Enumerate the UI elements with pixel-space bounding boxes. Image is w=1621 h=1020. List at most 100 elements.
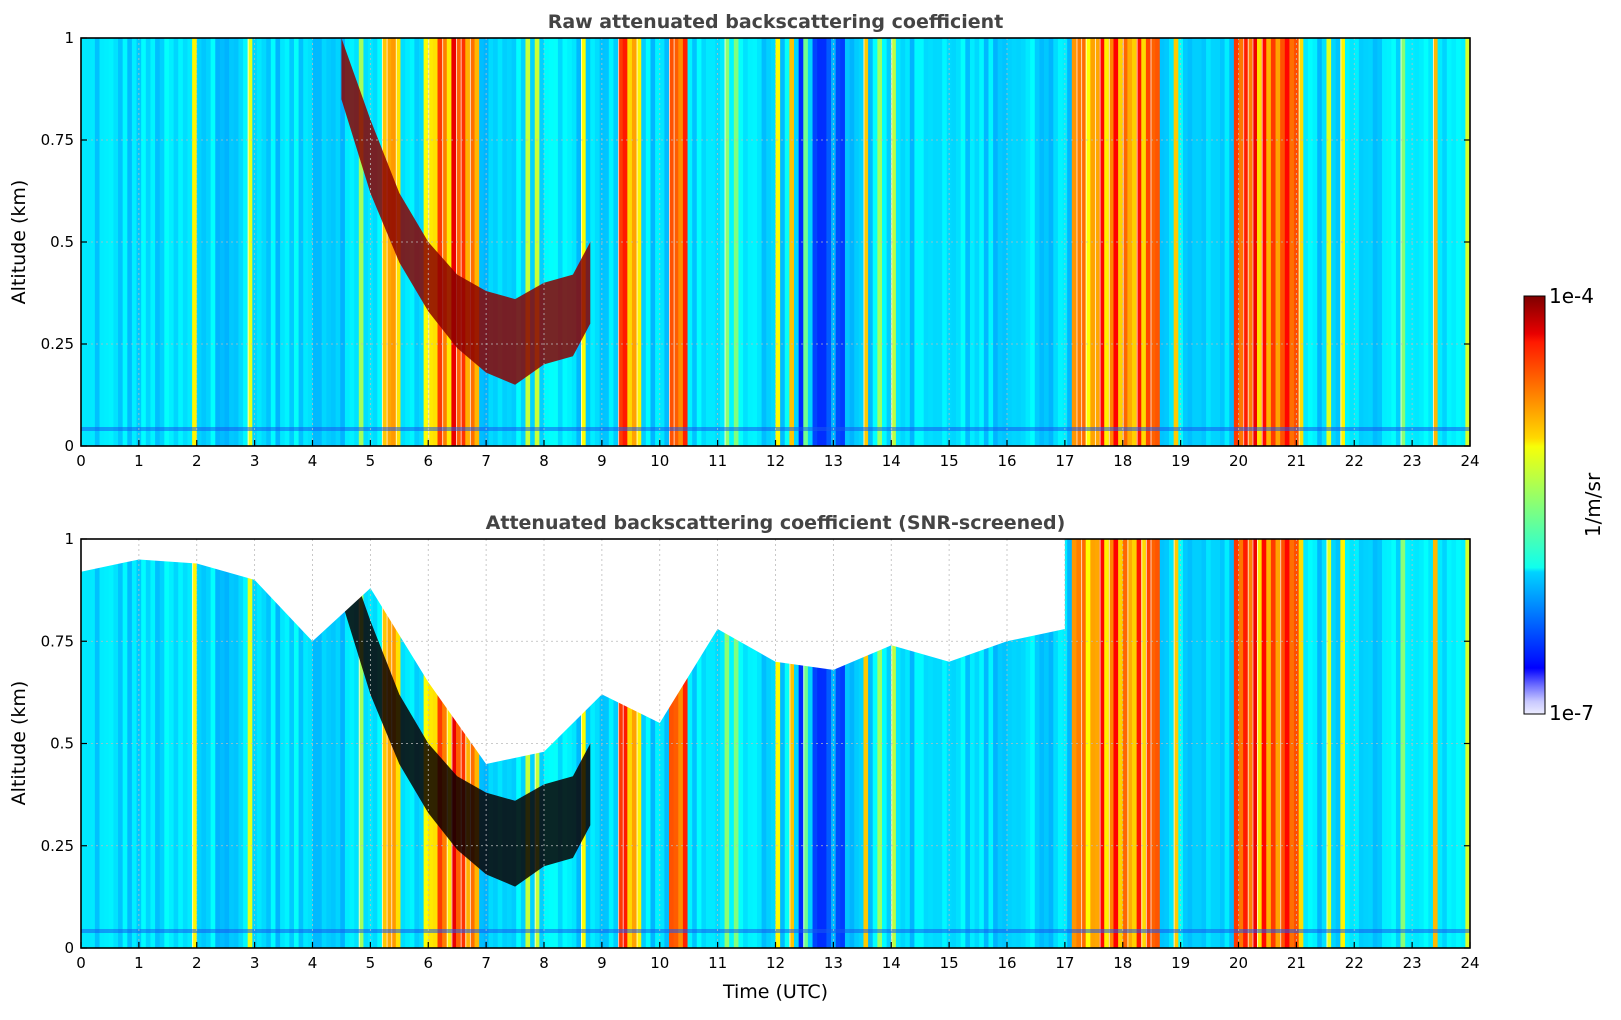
colorbar-min-label: 1e-7 [1549,701,1594,725]
panel-screened-y-axis-label: Altitude (km) [8,681,30,806]
heatmap-column [1386,539,1392,948]
heatmap-column [645,38,652,446]
heatmap-column [562,539,568,948]
heatmap-column [1016,539,1022,948]
heatmap-column [372,539,378,948]
heatmap-column [881,539,888,948]
heatmap-column [326,38,332,446]
heatmap-gap [247,38,249,446]
heatmap-column [766,539,772,948]
heatmap-column [178,38,184,446]
heatmap-column [1247,38,1253,446]
heatmap-column [1428,38,1434,446]
heatmap-column [275,539,281,948]
heatmap-column [803,38,809,446]
heatmap-column [826,38,832,446]
heatmap-column [807,539,814,948]
heatmap-gap [1247,38,1249,446]
heatmap-column [622,539,628,948]
heatmap-column [1057,38,1064,446]
heatmap-column [1428,539,1434,948]
heatmap-column [1187,38,1193,446]
heatmap-column [266,539,272,948]
cloud-layer [341,38,591,385]
x-tick-label: 15 [940,954,959,972]
heatmap-column [678,38,684,446]
heatmap-column [136,38,142,446]
x-tick-label: 2 [192,954,202,972]
heatmap-column [692,38,698,446]
heatmap-column [1331,38,1337,446]
heatmap-column [1081,38,1087,446]
heatmap-column [256,539,263,948]
heatmap-column [1442,38,1448,446]
colorbar-gradient [1523,295,1546,715]
heatmap-column [831,539,837,948]
y-tick-label: 0 [64,939,74,957]
heatmap-column [145,539,152,948]
heatmap-column [1141,38,1147,446]
x-tick-label: 18 [1113,452,1132,470]
heatmap-column [432,38,439,446]
heatmap-column [636,38,642,446]
heatmap-column [1307,539,1314,948]
heatmap-column [618,539,624,948]
x-tick-label: 6 [423,954,433,972]
heatmap-column [747,38,753,446]
heatmap-column [127,539,133,948]
heatmap-column [192,539,198,948]
heatmap-column [1456,539,1462,948]
heatmap-column [553,38,559,446]
heatmap-column [275,38,281,446]
heatmap-column [650,38,656,446]
heatmap-column [812,539,818,948]
heatmap-column [1081,539,1087,948]
heatmap-gap [1094,38,1096,446]
x-tick-label: 11 [708,954,727,972]
heatmap-column [1335,38,1341,446]
heatmap-column [775,539,781,948]
heatmap-column [1007,539,1013,948]
heatmap-column [145,38,152,446]
x-tick-label: 17 [1055,452,1074,470]
x-tick-label: 10 [650,452,669,470]
heatmap-column [946,38,953,446]
heatmap-column [182,539,189,948]
heatmap-column [1331,539,1337,948]
heatmap-column [1150,539,1156,948]
heatmap-column [1437,38,1443,446]
heatmap-column [1243,539,1249,948]
x-tick-label: 11 [708,452,727,470]
heatmap-column [868,38,874,446]
heatmap-column [1317,539,1323,948]
heatmap-column [1391,539,1397,948]
heatmap-column [1067,539,1073,948]
heatmap-column [743,38,749,446]
heatmap-column [942,539,948,948]
heatmap-column [627,539,633,948]
heatmap-column [900,38,906,446]
heatmap-column [85,38,91,446]
heatmap-column [192,38,198,446]
heatmap-column [1122,539,1128,948]
heatmap-column [1321,38,1328,446]
heatmap-column [631,38,638,446]
y-tick-label: 0.25 [41,837,74,855]
heatmap-column [1057,539,1064,948]
heatmap-column [1067,38,1073,446]
heatmap-column [1150,38,1156,446]
heatmap-column [252,38,258,446]
heatmap-column [1377,539,1383,948]
heatmap-column [432,539,439,948]
heatmap-column [187,539,193,948]
heatmap-column [567,539,573,948]
x-tick-label: 24 [1460,452,1479,470]
heatmap-column [557,539,564,948]
heatmap-column [446,38,452,446]
heatmap-gap [1340,38,1342,446]
heatmap-column [835,539,841,948]
heatmap-column [812,38,818,446]
heatmap-column [1002,38,1008,446]
heatmap-column [381,539,388,948]
heatmap-column [678,539,684,948]
